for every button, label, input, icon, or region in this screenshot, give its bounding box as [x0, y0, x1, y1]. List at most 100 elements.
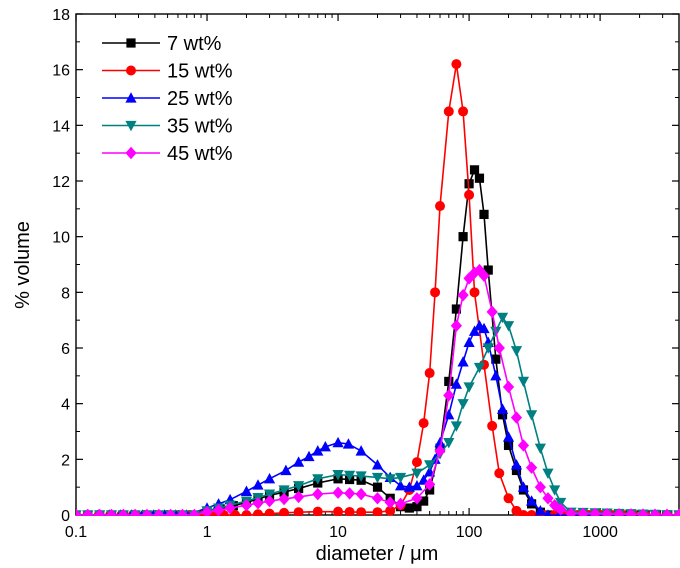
- x-tick-label: 1: [203, 524, 212, 541]
- data-point: [332, 436, 344, 448]
- data-point: [165, 508, 177, 516]
- data-point: [384, 496, 396, 509]
- y-tick-label: 6: [61, 341, 70, 358]
- data-point: [278, 485, 290, 496]
- x-tick-label: 0.1: [65, 524, 87, 541]
- data-point: [312, 445, 324, 456]
- data-point: [637, 508, 649, 516]
- data-point: [613, 508, 625, 516]
- data-point: [502, 431, 515, 442]
- data-point: [487, 420, 498, 431]
- x-tick-label: 10: [329, 524, 347, 541]
- data-point: [240, 485, 253, 496]
- y-tick-label: 14: [52, 118, 70, 135]
- data-point: [418, 418, 429, 429]
- data-point: [673, 508, 680, 516]
- legend-marker: [125, 92, 137, 103]
- data-point: [486, 305, 498, 319]
- data-point: [176, 508, 189, 516]
- data-point: [279, 507, 290, 516]
- data-point: [411, 492, 423, 505]
- data-point: [129, 508, 141, 516]
- data-point: [224, 501, 236, 515]
- data-point: [293, 490, 305, 504]
- data-point: [394, 479, 407, 491]
- data-point: [117, 508, 129, 516]
- data-point: [511, 465, 522, 476]
- data-point: [412, 502, 422, 512]
- data-point: [280, 464, 292, 476]
- legend-label: 45 wt%: [167, 143, 233, 165]
- data-point: [517, 439, 530, 452]
- legend-item: 35 wt%: [102, 116, 233, 138]
- data-point: [451, 304, 461, 314]
- legend-marker: [125, 146, 137, 160]
- x-axis-label: diameter / μm: [316, 543, 439, 565]
- data-point: [434, 436, 446, 448]
- data-point: [443, 438, 455, 449]
- data-point: [549, 485, 561, 496]
- legend-label: 7 wt%: [167, 33, 222, 55]
- data-point: [497, 410, 508, 420]
- data-point: [496, 312, 509, 324]
- y-tick-label: 12: [52, 174, 70, 191]
- legend-item: 7 wt%: [102, 33, 222, 55]
- data-point: [332, 470, 344, 481]
- data-point: [458, 232, 468, 242]
- data-point: [450, 378, 462, 389]
- data-series: [76, 59, 680, 516]
- data-point: [293, 481, 305, 492]
- data-point: [542, 468, 554, 480]
- data-point: [517, 481, 530, 492]
- data-point: [424, 460, 436, 471]
- data-point: [385, 505, 396, 516]
- x-tick-label: 1000: [582, 524, 618, 541]
- data-point: [419, 496, 429, 506]
- data-point: [565, 507, 577, 516]
- data-point: [601, 507, 613, 516]
- data-point: [478, 269, 490, 282]
- data-point: [503, 493, 514, 504]
- data-point: [430, 287, 441, 298]
- data-point: [469, 165, 480, 175]
- y-tick-label: 10: [52, 230, 70, 247]
- data-point: [544, 509, 552, 516]
- legend-marker: [125, 120, 137, 132]
- legend-marker: [126, 65, 136, 76]
- data-point: [343, 487, 356, 500]
- y-tick-label: 4: [61, 397, 70, 414]
- data-point: [153, 508, 165, 516]
- data-point: [502, 321, 515, 332]
- x-axis: 0.1 1 10 100 1000: [65, 14, 680, 541]
- data-point: [355, 445, 367, 456]
- data-point: [342, 438, 355, 449]
- data-point: [510, 459, 523, 470]
- data-point: [450, 319, 462, 332]
- data-point: [444, 376, 454, 386]
- data-point: [463, 336, 475, 348]
- data-point: [434, 444, 446, 458]
- data-point: [263, 473, 276, 484]
- data-point: [490, 370, 502, 381]
- data-point: [293, 456, 305, 467]
- data-point: [534, 443, 546, 454]
- data-point: [312, 506, 323, 516]
- data-point: [526, 495, 538, 506]
- data-point: [468, 325, 481, 336]
- data-point: [240, 499, 253, 512]
- series-markers: [76, 59, 680, 516]
- data-point: [241, 510, 252, 516]
- data-point: [356, 507, 367, 516]
- data-point: [435, 201, 446, 212]
- data-point: [424, 478, 436, 491]
- legend: 7 wt% 15 wt% 25 wt% 35 wt% 45 wt%: [102, 33, 233, 165]
- series-5: [76, 263, 680, 516]
- y-tick-label: 16: [52, 63, 70, 80]
- data-point: [443, 389, 455, 402]
- data-point: [293, 507, 304, 516]
- legend-item: 45 wt%: [102, 143, 233, 165]
- data-point: [474, 173, 485, 183]
- data-point: [482, 343, 494, 354]
- data-point: [493, 341, 505, 355]
- data-point: [555, 503, 567, 516]
